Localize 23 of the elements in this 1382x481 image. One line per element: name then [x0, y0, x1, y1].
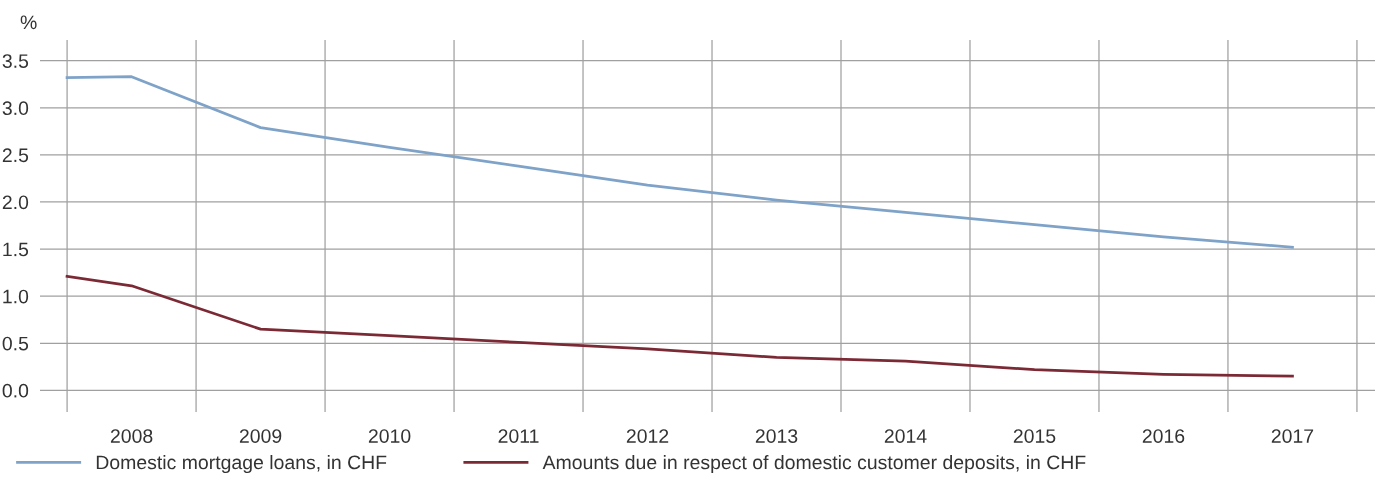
x-tick-label: 2012 [626, 429, 669, 443]
x-tick-label: 2015 [1013, 429, 1056, 443]
legend-label: Amounts due in respect of domestic customer deposits, in CHF [542, 454, 1086, 474]
line-series [65, 75, 1294, 249]
x-tick-label: 2008 [110, 429, 153, 443]
x-tick-label: 2014 [884, 429, 927, 443]
y-tick-label: 0.0 [2, 383, 29, 398]
y-tick-label: 1.0 [3, 289, 29, 304]
line-series [65, 274, 1294, 378]
x-tick-label: 2010 [368, 429, 411, 443]
y-tick-label: 2.0 [2, 195, 29, 210]
y-tick-label: 3.0 [2, 101, 29, 116]
x-tick-label: 2011 [498, 429, 539, 443]
y-tick-label: 3.5 [2, 54, 29, 68]
y-axis-title: % [20, 15, 37, 30]
y-tick-label: 1.5 [3, 242, 29, 257]
x-tick-label: 2009 [239, 429, 282, 443]
x-tick-label: 2017 [1271, 429, 1314, 443]
y-tick-label: 2.5 [2, 148, 29, 163]
x-tick-label: 2013 [755, 429, 798, 443]
x-tick-label: 2016 [1142, 429, 1185, 443]
y-tick-label: 0.5 [2, 336, 29, 351]
legend-label: Domestic mortgage loans, in CHF [96, 454, 387, 474]
